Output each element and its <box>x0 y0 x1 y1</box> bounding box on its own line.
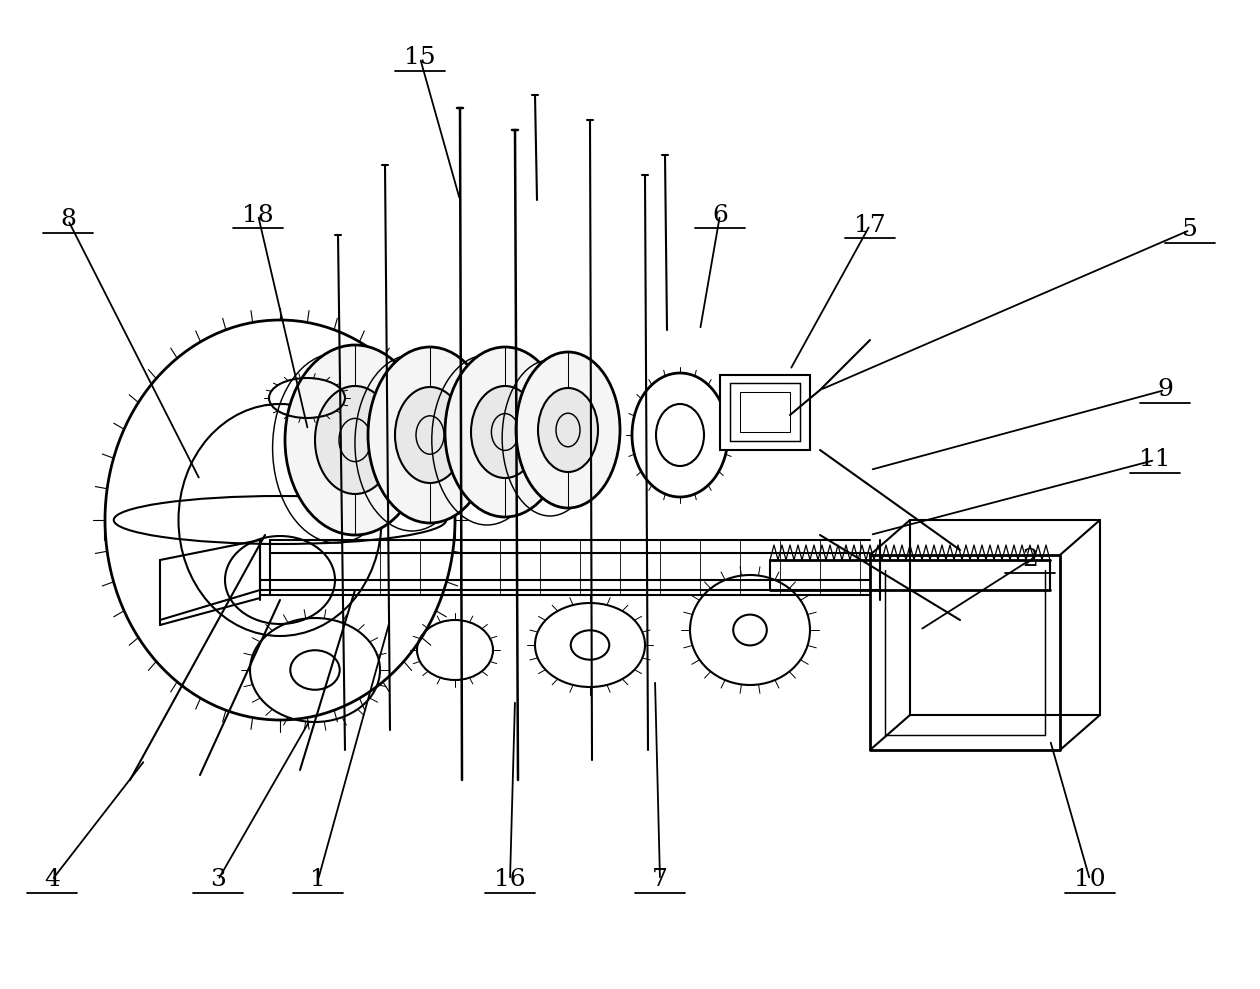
Bar <box>740 392 790 432</box>
Text: 1: 1 <box>310 868 326 891</box>
Text: 11: 11 <box>1139 448 1171 472</box>
Ellipse shape <box>471 386 539 478</box>
Text: 16: 16 <box>494 868 525 891</box>
Text: 15: 15 <box>404 46 436 69</box>
Text: 17: 17 <box>854 214 886 236</box>
Ellipse shape <box>394 387 465 483</box>
Bar <box>730 383 800 441</box>
Text: 3: 3 <box>210 868 226 891</box>
Text: 9: 9 <box>1157 379 1173 402</box>
Ellipse shape <box>445 347 564 517</box>
Ellipse shape <box>538 388 598 472</box>
Text: 8: 8 <box>60 209 76 231</box>
Text: 6: 6 <box>712 204 728 226</box>
Bar <box>719 375 810 450</box>
Ellipse shape <box>368 347 491 523</box>
Text: 5: 5 <box>1182 219 1198 241</box>
Text: 18: 18 <box>242 204 273 226</box>
Text: 2: 2 <box>1022 549 1038 572</box>
Ellipse shape <box>315 386 394 494</box>
Text: 10: 10 <box>1075 868 1106 891</box>
Text: 7: 7 <box>653 868 668 891</box>
Ellipse shape <box>517 352 620 508</box>
Text: 4: 4 <box>44 868 60 891</box>
Ellipse shape <box>285 345 425 535</box>
